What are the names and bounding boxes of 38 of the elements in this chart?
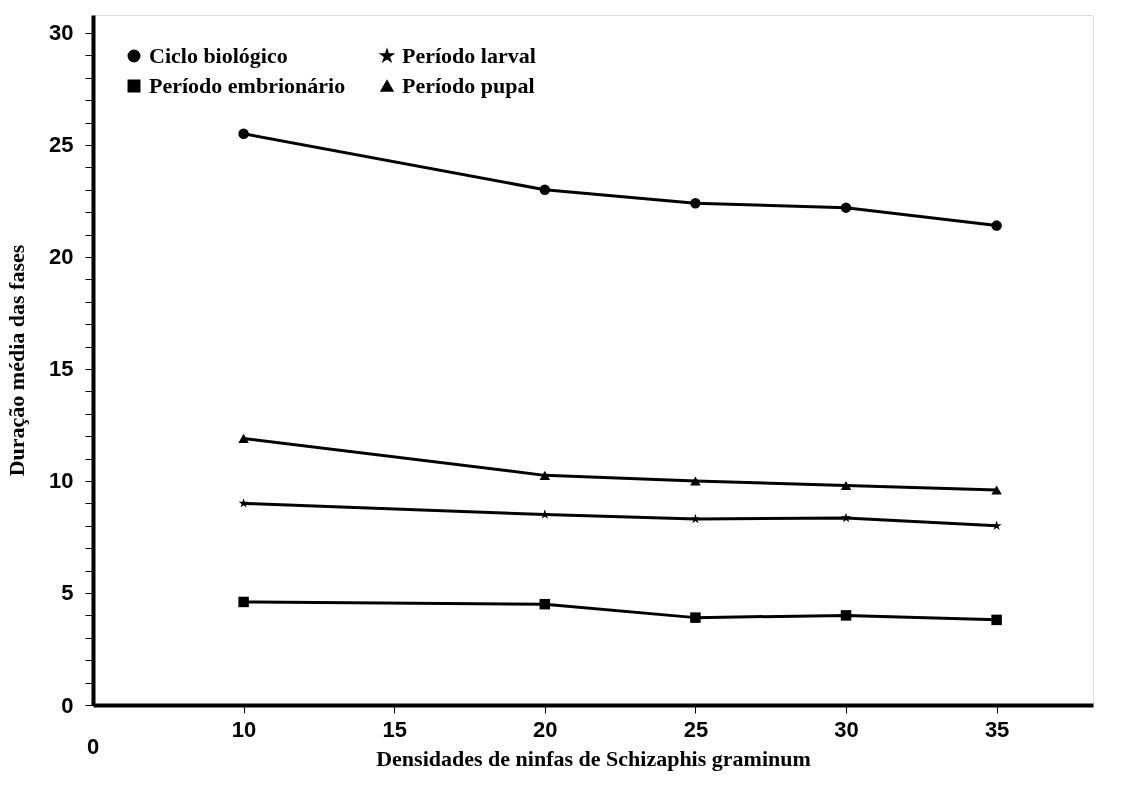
- point: [539, 598, 551, 610]
- y-tick-label: 5: [61, 580, 74, 606]
- point: [238, 128, 249, 139]
- point: [841, 512, 851, 523]
- text: 0: [86, 734, 100, 759]
- point: [539, 470, 551, 480]
- y-tick-label: 30: [49, 20, 74, 46]
- point: [539, 184, 551, 195]
- x-axis-title: Densidades de ninfas de Schizaphis graminum: [376, 745, 811, 771]
- point: [840, 202, 852, 213]
- y-axis-title: Duração média das fases: [4, 244, 30, 477]
- point: [840, 480, 852, 490]
- point: [840, 610, 852, 621]
- point: [991, 614, 1002, 626]
- legend-label: Período embrionário: [149, 73, 346, 98]
- point: [991, 485, 1002, 495]
- point: [690, 197, 701, 209]
- point: [991, 220, 1002, 231]
- x-tick-label: 30: [834, 716, 859, 742]
- legend-label: Período larval: [402, 43, 536, 68]
- point: [690, 612, 701, 623]
- y-tick-label: 0: [61, 692, 74, 718]
- x-tick-label: 25: [683, 716, 709, 742]
- y-tick-label: 20: [49, 244, 74, 270]
- y-tick-label: 15: [49, 356, 74, 382]
- x-tick-label: 15: [382, 716, 407, 742]
- legend-label: Ciclo biológico: [149, 43, 288, 68]
- point: [690, 476, 701, 486]
- x-tick-label: 35: [984, 716, 1010, 742]
- point: [690, 513, 701, 524]
- legend-label: Período pupal: [402, 73, 535, 98]
- y-tick-label: 10: [49, 468, 74, 494]
- y-tick-label: 25: [49, 132, 74, 158]
- point: [238, 596, 249, 608]
- x-tick-label: 10: [231, 716, 257, 742]
- point: [238, 433, 249, 443]
- point: [238, 498, 249, 508]
- x-tick-label: 20: [533, 716, 558, 742]
